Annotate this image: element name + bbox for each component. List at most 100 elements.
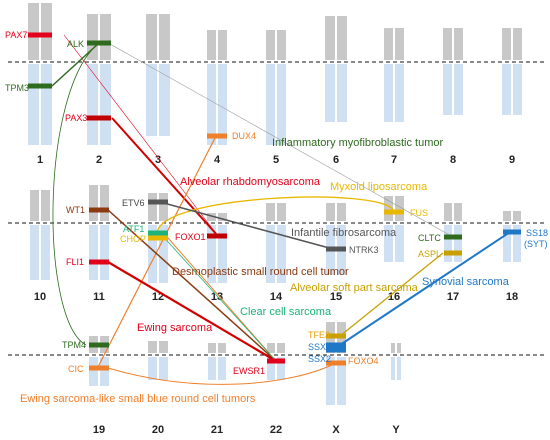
gene-label-chop: CHOP <box>120 234 146 244</box>
gene-label-dux4: DUX4 <box>232 131 256 141</box>
gene-band-ntrk3 <box>326 246 346 252</box>
gene-label-etv6: ETV6 <box>122 198 145 208</box>
chromosome-22-q-arm-left <box>267 357 275 380</box>
gene-band-tpm3 <box>28 83 52 89</box>
chromosome-18-q-arm-right <box>513 225 521 262</box>
chromosome-2-q-arm-left <box>87 64 98 145</box>
pax3-foxo1-line <box>111 117 219 237</box>
gene-label-atf1: ATF1 <box>123 224 144 234</box>
chromosome-3-q-arm-left <box>146 64 157 136</box>
aspl-tfe3-line <box>339 252 444 337</box>
chromosome-4-q-arm-left <box>207 64 216 145</box>
chromosome-number-2: 2 <box>96 154 102 166</box>
chromosome-x-q-arm-right <box>337 357 346 405</box>
gene-label-pax7: PAX7 <box>5 30 27 40</box>
chromosome-6-p-arm-left <box>325 16 335 60</box>
chromosome-number-19: 19 <box>93 424 105 436</box>
gene-band-fus <box>384 209 404 215</box>
tumor-label-infantile-fibrosarcoma: Infantile fibrosarcoma <box>291 227 397 239</box>
chromosome-21-p-arm-left <box>208 343 216 353</box>
chromosome-18-p-arm-left <box>503 211 511 221</box>
chromosome-y <box>391 343 401 380</box>
chromosome-1-p-arm-right <box>41 3 52 60</box>
chromosome-14 <box>266 203 286 283</box>
chromosome-15 <box>326 203 346 275</box>
gene-label-fli1: FLI1 <box>66 257 84 267</box>
chromosome-number-10: 10 <box>34 291 46 303</box>
atf1-ewsr1-line <box>159 232 277 362</box>
gene-label-ntrk3: NTRK3 <box>349 245 379 255</box>
chromosome-number-15: 15 <box>330 291 342 303</box>
chromosome-number-9: 9 <box>509 154 515 166</box>
chromosome-10-q-arm-right <box>41 225 50 280</box>
chromosome-11-p-arm-left <box>89 185 98 221</box>
chromosome-number-22: 22 <box>270 424 282 436</box>
chromosome-15-p-arm-left <box>326 203 335 221</box>
chromosome-number-7: 7 <box>391 154 397 166</box>
gene-band-foxo4 <box>326 360 346 366</box>
chromosome-12-p-arm-right <box>159 193 168 221</box>
gene-label-alk: ALK <box>67 39 84 49</box>
chromosome-y-q-arm-right <box>397 357 401 380</box>
tumor-label-inflammatory-myofibroblastic: Inflammatory myofibroblastic tumor <box>272 137 443 149</box>
tumor-labels: Inflammatory myofibroblastic tumor Alveo… <box>20 137 510 405</box>
chromosome-19-q-arm-right <box>100 357 109 386</box>
chromosome-13 <box>207 213 227 283</box>
chromosome-11-q-arm-right <box>100 225 109 280</box>
chromosome-12 <box>148 193 168 283</box>
chromosome-9-p-arm-right <box>513 28 522 60</box>
chromosome-number-1: 1 <box>37 154 43 166</box>
gene-band-pax3 <box>87 115 111 121</box>
chromosome-22 <box>267 343 285 380</box>
chromosome-8-p-arm-right <box>454 28 463 60</box>
gene-label-aspl: ASPL <box>418 249 441 259</box>
chromosome-20-p-arm-left <box>148 341 157 353</box>
gene-label-cic: CIC <box>68 364 84 374</box>
chromosome-20-q-arm-right <box>159 357 168 380</box>
chromosome-1-q-arm-right <box>41 64 52 145</box>
pax7-foxo1-line <box>63 34 219 237</box>
gene-label-ssx2: SSX2 <box>308 354 331 364</box>
chromosome-16 <box>384 196 404 262</box>
gene-label-tfe3: TFE3 <box>308 330 330 340</box>
chromosome-6-p-arm-right <box>337 16 347 60</box>
wt1-ewsr1-line <box>107 209 277 362</box>
gene-band-cltc <box>444 234 462 240</box>
chromosome-17-p-arm-left <box>444 203 452 221</box>
chromosome-16-p-arm-left <box>384 196 393 221</box>
chromosome-10-p-arm-left <box>30 190 39 221</box>
tumor-label-ewing-sarcoma: Ewing sarcoma <box>137 322 213 334</box>
chromosome-12-p-arm-left <box>148 193 157 221</box>
chromosome-12-q-arm-left <box>148 225 157 283</box>
chromosome-9-q-arm-left <box>502 64 511 115</box>
chromosome-9 <box>502 28 522 115</box>
chromosome-8-q-arm-right <box>454 64 463 115</box>
chromosome-22-q-arm-right <box>277 357 285 380</box>
gene-label-ewsr1: EWSR1 <box>233 366 265 376</box>
gene-label-fus: FUS <box>410 208 428 218</box>
chromosome-number-11: 11 <box>93 291 105 303</box>
chromosome-x-q-arm-left <box>326 357 335 405</box>
chromosome-20 <box>148 341 168 380</box>
chromosome-2-p-arm-left <box>87 14 98 60</box>
chromosome-7-p-arm-right <box>395 28 404 60</box>
chromosome-17-p-arm-right <box>454 203 462 221</box>
cic-foxo4-line <box>107 363 335 385</box>
chromosome-13-q-arm-left <box>207 225 216 283</box>
chromosome-4 <box>207 30 227 145</box>
chromosome-7-q-arm-right <box>395 64 404 122</box>
chromosome-y-p-arm-right <box>397 343 401 353</box>
gene-label-pax3: PAX3 <box>65 113 87 123</box>
chromosome-number-8: 8 <box>450 154 456 166</box>
alk-tpm4-line <box>52 42 100 346</box>
chromosome-6 <box>325 16 347 122</box>
gene-band-tpm4 <box>89 342 109 348</box>
chromosome-5-p-arm-left <box>266 30 275 60</box>
chromosome-12-q-arm-right <box>159 225 168 283</box>
gene-label-wt1: WT1 <box>66 205 85 215</box>
chromosome-20-p-arm-right <box>159 341 168 353</box>
chromosome-3-q-arm-right <box>159 64 170 136</box>
chromosome-22-p-arm-left <box>267 343 275 353</box>
gene-band-dux4 <box>207 133 227 139</box>
